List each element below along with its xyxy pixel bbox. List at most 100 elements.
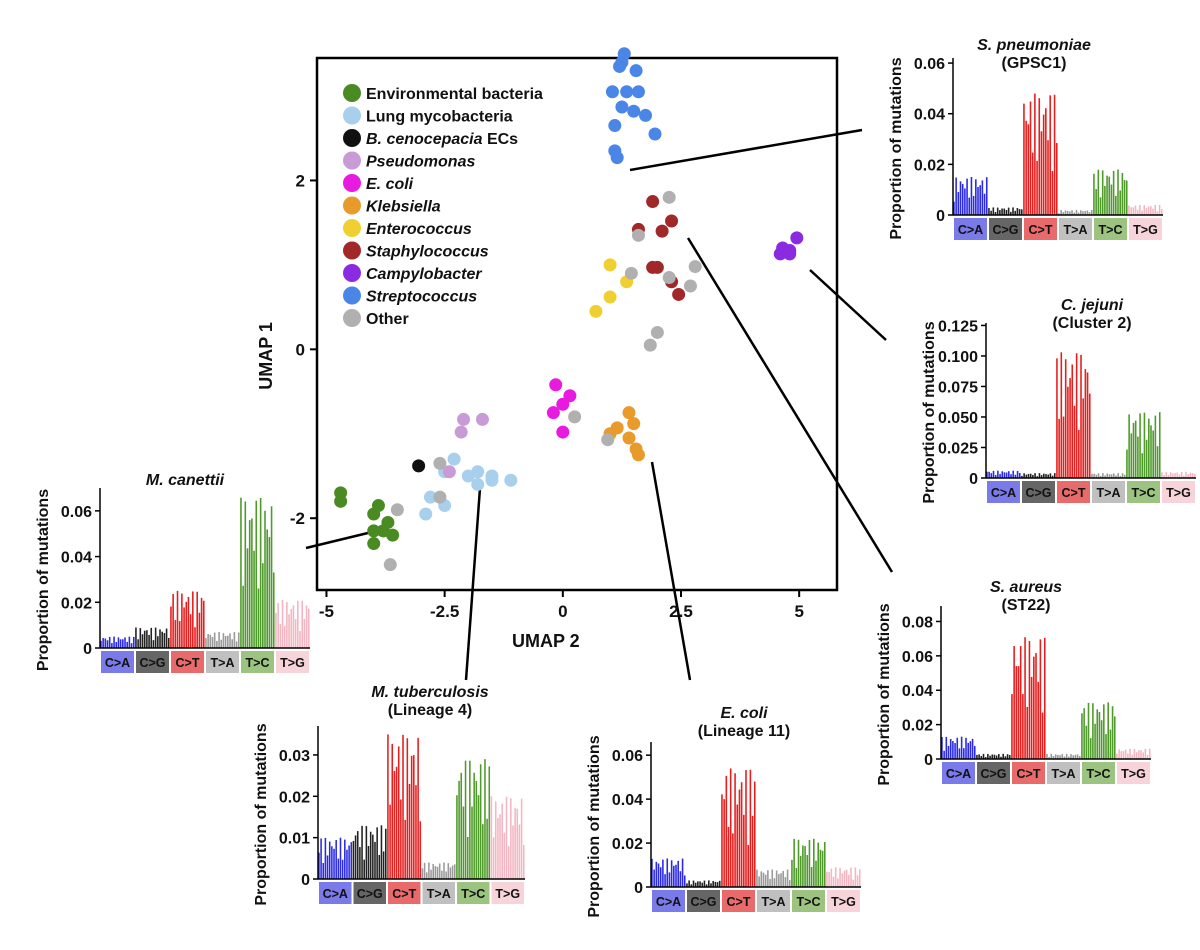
spectrum-bar	[688, 880, 690, 887]
spectrum-y-tick-label: 0.04	[612, 792, 643, 809]
legend-marker	[343, 151, 361, 170]
spectrum-bar	[736, 804, 739, 887]
spectrum-bar	[382, 851, 385, 879]
spectrum-bar	[957, 192, 960, 215]
spectrum-y-tick-label: 0.06	[61, 504, 92, 521]
spectrum-bar	[192, 591, 194, 648]
spectrum-bar	[692, 880, 695, 887]
spectrum-y-axis-title: Proportion of mutations	[253, 723, 270, 905]
spectrum-bar	[272, 572, 275, 648]
spectrum-bar	[1126, 449, 1128, 478]
spectrum-bar	[451, 865, 454, 879]
spectrum-bar	[1152, 430, 1154, 478]
spectrum-bar	[251, 518, 253, 648]
spectrum-bar	[1112, 170, 1115, 215]
spectrum-bar	[1129, 748, 1131, 759]
spectrum-bar	[344, 839, 346, 879]
spectrum-bar	[425, 872, 428, 879]
spectrum-bar	[1116, 753, 1118, 759]
spectrum-bar	[659, 867, 662, 887]
spectrum-bar	[246, 548, 249, 648]
spectrum-bar	[1144, 748, 1147, 759]
spectrum-bar	[1072, 755, 1074, 759]
data-point	[603, 258, 617, 272]
spectrum-bar	[494, 801, 497, 879]
group-label-box	[1127, 481, 1160, 503]
spectrum-bar	[1097, 169, 1100, 215]
spectrum-y-tick-label: 0.100	[938, 349, 978, 366]
umap-scatter-plot: -5 -2.5 0 2.5 5 -2 0 2 UMAP 2 UMAP 1 Environmental…	[256, 47, 839, 651]
data-point	[688, 260, 702, 274]
x-tick-label: 2.5	[669, 602, 693, 621]
spectrum-bar	[786, 869, 789, 887]
spectrum-bar	[510, 798, 512, 879]
spectrum-panel-e-coli: E. coli(Lineage 11) Proportion of mutatio…	[586, 705, 861, 918]
data-point	[783, 247, 797, 261]
spectrum-bar	[229, 633, 231, 648]
spectrum-bar	[1078, 429, 1080, 478]
spectrum-bar	[1022, 694, 1024, 759]
spectrum-y-tick-label: 0.04	[61, 550, 92, 567]
spectrum-bar	[1051, 475, 1054, 478]
spectrum-bar	[1014, 210, 1016, 215]
group-label-box	[989, 218, 1022, 240]
spectrum-bar	[1001, 208, 1003, 215]
data-point	[605, 85, 619, 99]
spectrum-bar	[681, 858, 684, 887]
spectrum-bar	[959, 181, 962, 215]
spectrum-y-tick-label: 0.08	[902, 614, 933, 631]
spectrum-y-tick-label: 0.02	[902, 718, 933, 735]
group-label: C>A	[991, 486, 1016, 500]
spectrum-bar	[808, 840, 811, 887]
spectrum-bar	[185, 601, 188, 648]
spectrum-bar	[986, 471, 988, 478]
spectrum-bar	[1109, 729, 1112, 759]
group-label-box	[1117, 762, 1150, 784]
spectrum-bar	[159, 629, 161, 648]
spectrum-bar	[718, 880, 721, 887]
spectrum-bar	[813, 838, 815, 887]
spectrum-bar	[804, 846, 806, 887]
spectrum-bar	[361, 825, 363, 879]
spectrum-bar	[1103, 704, 1105, 759]
data-point	[386, 528, 400, 542]
spectrum-bar	[773, 878, 776, 887]
legend-label: Klebsiella	[366, 199, 441, 216]
spectrum-bar	[1010, 211, 1012, 215]
spectrum-bar	[1178, 474, 1181, 478]
spectrum-bar	[1095, 474, 1098, 478]
spectrum-bar	[1016, 470, 1019, 478]
spectrum-bar	[240, 497, 242, 648]
spectrum-bar	[484, 759, 486, 879]
spectrum-bar	[1080, 354, 1082, 478]
spectrum-bar	[1003, 472, 1006, 478]
group-label: C>A	[946, 767, 971, 781]
spectrum-bar	[253, 550, 255, 648]
spectrum-bar	[1047, 140, 1049, 215]
spectrum-bar	[1043, 473, 1045, 478]
spectrum-bar	[406, 738, 409, 879]
spectrum-bar	[1071, 210, 1073, 215]
spectrum-bar	[266, 529, 268, 648]
spectrum-bar	[1011, 694, 1013, 759]
spectrum-bar	[1169, 472, 1172, 478]
spectrum-bar	[697, 881, 699, 887]
spectrum-bar	[432, 863, 434, 879]
group-label: T>A	[211, 656, 235, 670]
spectrum-bar	[397, 746, 400, 879]
spectrum-bar	[1032, 474, 1034, 478]
spectrum-bar	[806, 855, 809, 887]
spectrum-bar	[1134, 205, 1137, 215]
spectrum-bar	[1013, 646, 1015, 759]
spectrum-bar	[1095, 189, 1097, 215]
spectrum-bar	[350, 842, 353, 879]
spectrum-bar	[1124, 749, 1127, 759]
spectrum-bar	[1060, 352, 1063, 478]
spectrum-bar	[1110, 184, 1113, 215]
spectrum-bar	[148, 634, 150, 648]
spectrum-bar	[651, 858, 653, 887]
spectrum-bar	[1120, 751, 1123, 759]
spectrum-bar	[187, 596, 190, 648]
group-label-box	[319, 882, 352, 904]
spectrum-bar	[1039, 639, 1042, 759]
